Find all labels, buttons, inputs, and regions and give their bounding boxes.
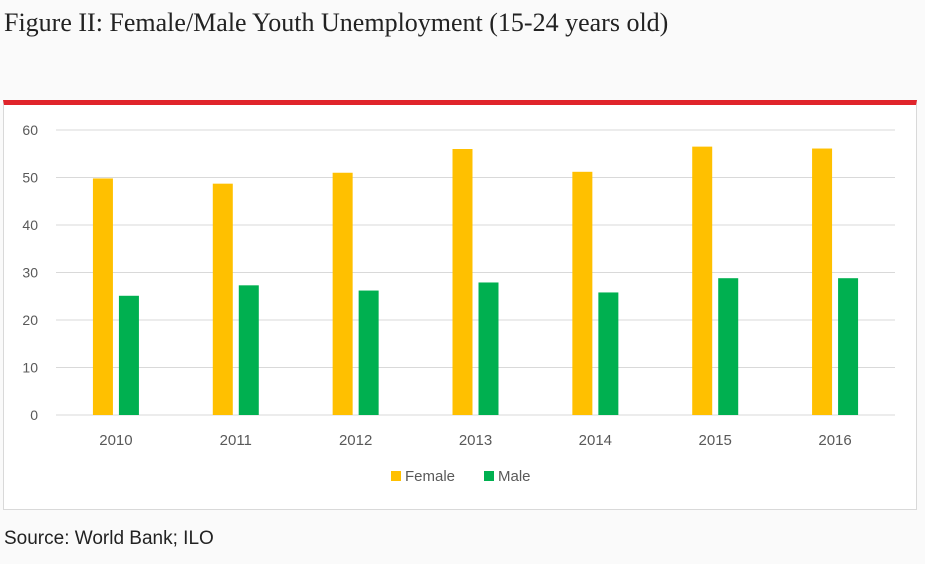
y-tick-label: 10 [22,360,38,376]
bar-male [838,278,859,415]
chart-container: 0 10 20 30 40 50 60 2010 2011 2012 2013 2014 2015 201… [3,100,917,510]
bar-male [358,290,379,415]
bar-male [718,278,739,415]
bar-female [692,146,713,415]
bar-male [598,292,619,415]
y-tick-label: 40 [22,217,38,233]
figure-title: Figure II: Female/Male Youth Unemploymen… [4,8,669,37]
x-tick-label: 2012 [339,432,372,449]
x-tick-label: 2010 [99,432,132,449]
bar-male [478,282,499,415]
y-tick-label: 0 [30,407,38,423]
y-tick-label: 50 [22,170,38,186]
x-tick-label: 2013 [459,432,492,449]
bar-male [118,295,139,415]
legend-swatch-female [391,471,401,481]
x-tick-label: 2014 [579,432,612,449]
bar-female [92,178,113,415]
legend-label-female: Female [405,468,455,485]
source-note: Source: World Bank; ILO [4,528,214,549]
x-tick-label: 2015 [699,432,732,449]
y-tick-label: 60 [22,122,38,138]
x-tick-label: 2016 [818,432,851,449]
bar-chart: 0 10 20 30 40 50 60 2010 2011 2012 2013 2014 2015 201… [22,122,895,485]
bar-female [812,148,833,415]
bar-female [572,171,593,415]
x-tick-label: 2011 [220,432,252,449]
bar-female [332,172,353,415]
y-tick-label: 30 [22,265,38,281]
legend-label-male: Male [498,468,531,485]
bar-male [238,285,259,415]
y-tick-label: 20 [22,312,38,328]
bar-female [212,183,233,415]
legend-swatch-male [484,471,494,481]
bar-female [452,149,473,415]
